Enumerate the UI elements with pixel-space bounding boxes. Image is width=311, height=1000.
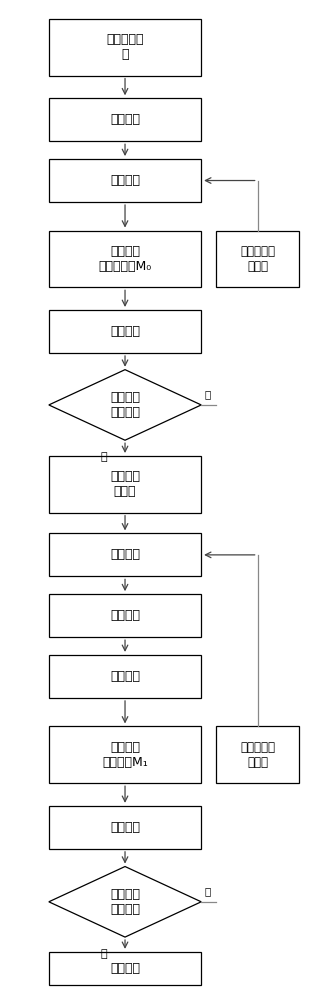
Text: 样盘下降: 样盘下降 <box>110 548 140 561</box>
Text: 加放样品: 加放样品 <box>110 670 140 683</box>
FancyBboxPatch shape <box>49 456 201 513</box>
FancyBboxPatch shape <box>216 726 299 783</box>
FancyBboxPatch shape <box>49 655 201 698</box>
Text: 样盘上升: 样盘上升 <box>110 325 140 338</box>
Text: 称量样品
记录样重M₁: 称量样品 记录样重M₁ <box>102 741 148 769</box>
Polygon shape <box>49 370 201 440</box>
Text: 放置所有坩
埚: 放置所有坩 埚 <box>106 33 144 61</box>
FancyBboxPatch shape <box>49 806 201 849</box>
Text: 旋转到第
一个样: 旋转到第 一个样 <box>110 470 140 498</box>
FancyBboxPatch shape <box>49 98 201 141</box>
FancyBboxPatch shape <box>49 310 201 353</box>
Text: 称量坩埚
记录坩埚重M₀: 称量坩埚 记录坩埚重M₀ <box>99 245 151 273</box>
FancyBboxPatch shape <box>49 159 201 202</box>
Text: 旋转到下一
个坩埚: 旋转到下一 个坩埚 <box>240 741 275 769</box>
Text: 所有样品
称量完成: 所有样品 称量完成 <box>110 888 140 916</box>
FancyBboxPatch shape <box>49 594 201 637</box>
Text: 天平清零: 天平清零 <box>110 609 140 622</box>
Text: 完成称量: 完成称量 <box>110 962 140 975</box>
Polygon shape <box>49 867 201 937</box>
FancyBboxPatch shape <box>49 726 201 783</box>
Text: 样盘上升: 样盘上升 <box>110 821 140 834</box>
Text: 旋转到下一
个坩埚: 旋转到下一 个坩埚 <box>240 245 275 273</box>
Text: 所有坩埚
称量完成: 所有坩埚 称量完成 <box>110 391 140 419</box>
Text: 否: 否 <box>204 886 211 896</box>
FancyBboxPatch shape <box>49 231 201 287</box>
FancyBboxPatch shape <box>49 19 201 76</box>
Text: 天平清零: 天平清零 <box>110 113 140 126</box>
Text: 是: 是 <box>100 949 107 959</box>
Text: 是: 是 <box>100 452 107 462</box>
FancyBboxPatch shape <box>49 952 201 985</box>
Text: 否: 否 <box>204 389 211 399</box>
FancyBboxPatch shape <box>49 533 201 576</box>
FancyBboxPatch shape <box>216 231 299 287</box>
Text: 样盘下降: 样盘下降 <box>110 174 140 187</box>
